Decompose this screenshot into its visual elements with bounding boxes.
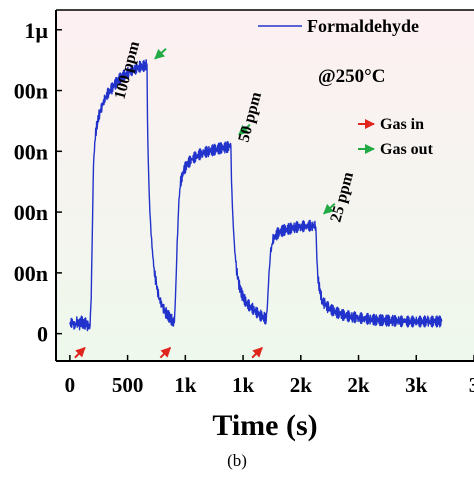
x-tick-label: 3: [469, 373, 474, 397]
arrow-legend: Gas in Gas out: [358, 116, 434, 158]
gas-out-arrow: [323, 202, 336, 215]
y-tick-label: 00n: [14, 261, 48, 286]
x-axis-title: Time (s): [212, 409, 317, 442]
condition-label: @250°C: [318, 66, 386, 87]
y-tick-label: 00n: [14, 200, 48, 225]
panel-label: (b): [227, 451, 247, 470]
y-tick-label: 00n: [14, 139, 48, 164]
x-tick-label: 1k: [232, 373, 255, 397]
gas-in-arrow: [251, 346, 263, 359]
gas-out-legend-label: Gas out: [380, 141, 434, 158]
legend: Formaldehyde: [258, 16, 419, 36]
x-tick-label: 2k: [290, 373, 313, 397]
y-axis-ticks: 0 00n 00n 00n 00n 1µ: [14, 18, 62, 347]
y-tick-label: 1µ: [24, 18, 48, 43]
y-tick-label: 0: [37, 322, 48, 347]
gas-in-arrow: [74, 346, 86, 359]
gas-out-arrow: [154, 47, 167, 60]
x-tick-label: 0: [65, 373, 76, 397]
x-tick-label: 2k: [347, 373, 370, 397]
x-tick-label: 3k: [405, 373, 428, 397]
legend-label: Formaldehyde: [307, 16, 419, 36]
gas-out-arrow: [238, 123, 251, 136]
x-tick-label: 1k: [174, 373, 197, 397]
y-tick-label: 00n: [14, 79, 48, 104]
gas-in-legend-label: Gas in: [380, 116, 424, 133]
x-tick-label: 500: [112, 373, 144, 397]
gas-in-arrow: [159, 346, 172, 359]
gas-arrows: [74, 47, 336, 359]
series-line-formaldehyde: [69, 59, 443, 332]
x-axis-ticks: 0 500 1k 1k 2k 2k 3k 3: [65, 355, 474, 397]
plot-area: [56, 10, 474, 361]
